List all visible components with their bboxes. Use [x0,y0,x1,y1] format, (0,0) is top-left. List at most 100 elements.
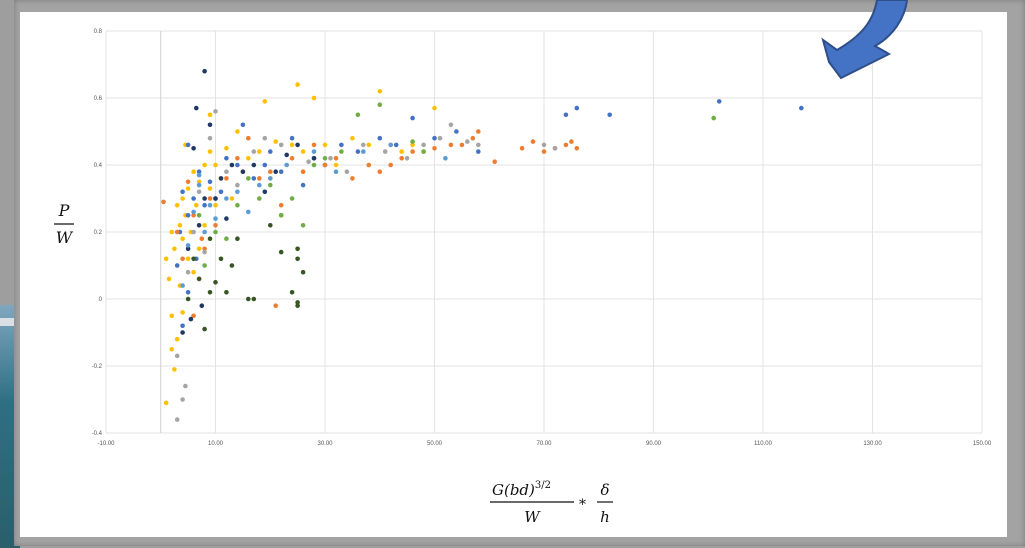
data-point [262,162,268,168]
data-point [410,149,415,154]
data-point [188,316,194,322]
data-point [235,162,240,168]
data-point [295,300,300,305]
data-point [300,149,306,154]
data-point [459,142,465,148]
data-point [289,142,295,148]
x-tick-label: 30.00 [317,441,333,447]
data-point [213,280,218,285]
data-point [300,223,306,228]
data-point [278,249,284,255]
data-point [388,142,394,148]
data-point [311,162,317,168]
y-label-denominator: W [56,228,74,247]
data-point [207,290,213,295]
data-point [174,336,180,342]
y-tick-label: -0.2 [92,364,103,370]
data-point [229,263,235,268]
data-point [207,135,213,141]
data-point [191,196,196,201]
data-point [350,176,355,181]
x-label-multiply: * [579,497,586,513]
data-point [257,176,262,181]
data-point [382,149,388,154]
data-point [607,112,612,118]
data-point [377,135,383,141]
data-point [273,169,278,174]
data-point [191,209,196,215]
data-point [246,296,251,302]
y-axis-label: P W [54,201,74,247]
data-point [185,179,191,185]
data-point [202,246,207,252]
data-point [224,176,229,181]
data-point [262,189,268,195]
data-point [289,196,295,201]
data-point [476,129,481,134]
data-point [476,149,481,154]
data-point [185,269,191,275]
data-point [196,169,202,174]
data-point [437,135,443,141]
data-point [180,236,185,241]
data-point [476,142,481,148]
data-point [268,176,273,181]
x-label-frac2-numerator: δ [600,481,609,499]
data-point [295,246,300,252]
data-point [185,290,191,295]
data-point [289,135,295,141]
data-point [246,176,251,181]
data-point [278,202,284,208]
data-point [202,229,207,235]
data-point [218,176,224,181]
data-point [399,149,405,154]
x-label-frac2-denominator: h [600,508,610,526]
data-point [196,213,202,218]
data-point [377,169,383,174]
data-point [202,162,207,168]
data-point [410,139,415,144]
data-point [174,417,180,422]
data-point [235,129,240,134]
data-point [224,216,229,221]
x-tick-label: 130.00 [863,441,882,447]
data-point [191,146,196,151]
data-point [246,209,251,215]
data-point [470,135,476,141]
data-point [224,156,229,161]
y-tick-label: 0.6 [94,96,103,102]
data-point [300,182,306,188]
data-point [224,146,229,151]
data-point [268,223,273,228]
data-point [366,162,372,168]
data-point [432,135,437,141]
arrow-shape [821,0,909,80]
data-point [295,82,300,87]
y-tick-label: 0.2 [94,230,103,236]
data-point [273,303,278,309]
data-point [311,95,317,101]
data-point [191,169,196,174]
data-point [207,186,213,191]
data-point [311,156,317,161]
data-point [716,99,722,104]
data-point [172,367,177,372]
data-point [191,269,196,275]
data-point [355,149,361,154]
data-point [295,142,300,148]
data-point [448,142,454,148]
data-point [191,213,196,218]
data-points [161,68,804,422]
x-axis-label: G(bd)3/2 W * δ h [490,480,613,526]
data-point [388,162,394,168]
data-point [454,129,459,134]
data-point [377,89,383,94]
data-point [169,229,174,235]
data-point [399,156,405,161]
data-point [224,169,229,174]
data-point [213,229,218,235]
data-point [339,149,344,154]
data-point [339,142,344,148]
data-point [541,142,547,148]
data-point [541,149,547,154]
